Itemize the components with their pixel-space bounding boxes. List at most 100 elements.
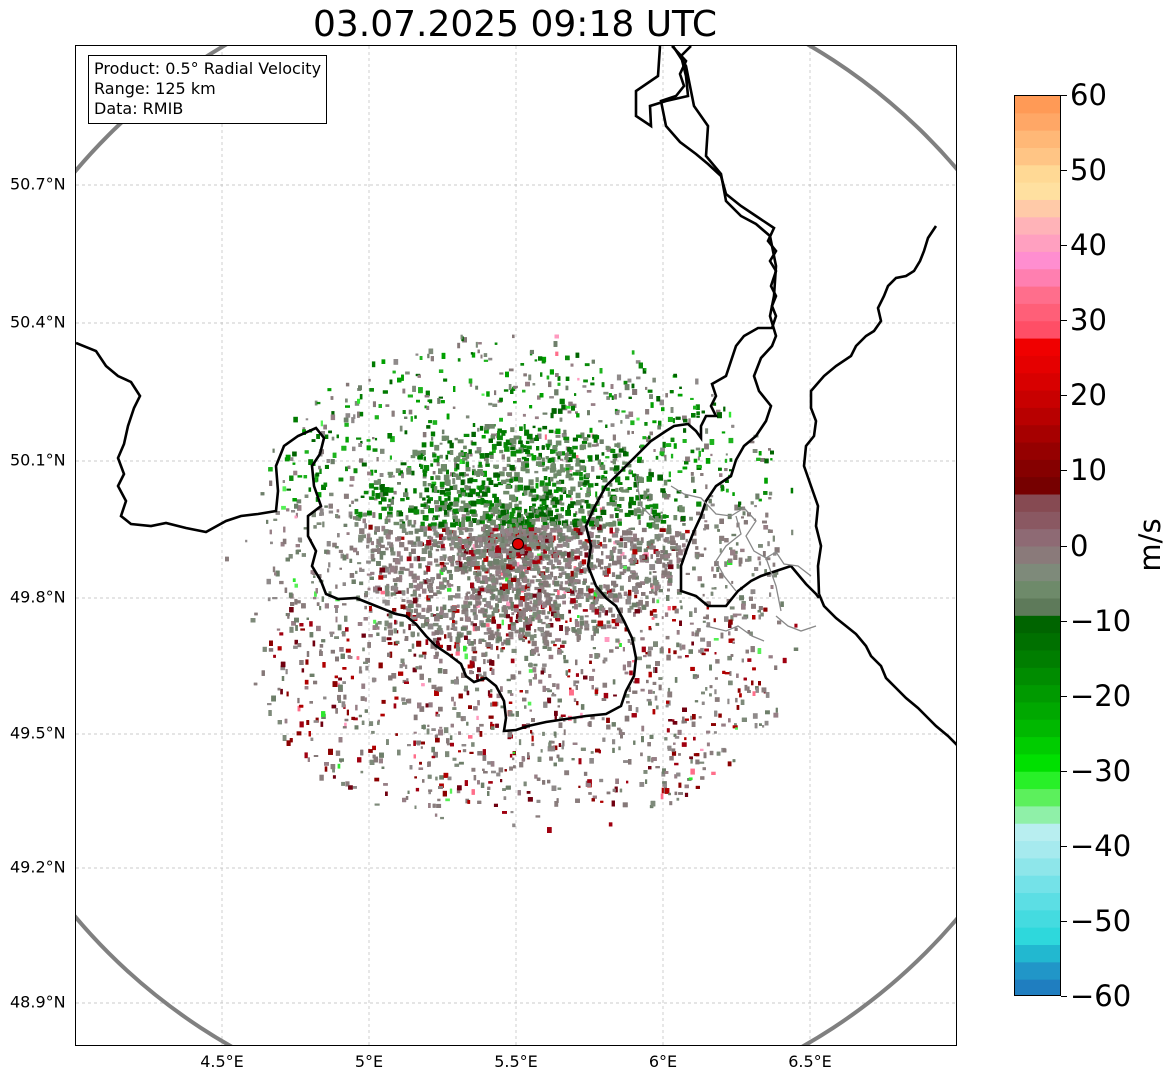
echo-pixel [472,623,477,627]
echo-pixel [431,631,436,636]
echo-pixel [558,499,562,505]
echo-pixel [523,424,526,430]
echo-pixel [387,642,393,645]
echo-pixel [728,638,733,643]
echo-pixel [488,715,494,719]
echo-pixel [653,614,658,619]
echo-pixel [509,766,513,771]
echo-pixel [755,493,760,500]
echo-pixel [507,573,512,577]
echo-pixel [414,415,417,419]
echo-pixel [695,546,699,550]
echo-pixel [442,790,447,797]
echo-pixel [393,628,397,634]
echo-pixel [294,617,299,623]
echo-pixel [358,443,362,447]
echo-pixel [695,404,700,410]
echo-pixel [319,508,324,515]
echo-pixel [378,501,382,505]
echo-pixel [316,522,322,525]
echo-pixel [773,552,777,556]
echo-pixel [320,512,324,516]
echo-pixel [481,393,485,396]
echo-pixel [496,693,501,699]
echo-pixel [436,714,440,717]
echo-pixel [444,562,449,565]
echo-pixel [533,634,537,638]
echo-pixel [335,616,338,623]
echo-pixel [497,430,501,437]
radar-map[interactable] [75,45,957,1046]
echo-pixel [537,653,540,656]
echo-pixel [351,500,354,504]
echo-pixel [280,661,286,668]
echo-pixel [583,570,587,574]
echo-pixel [592,668,596,672]
echo-pixel [343,523,348,527]
echo-pixel [531,742,535,747]
echo-pixel [260,492,265,496]
echo-pixel [573,698,577,702]
echo-pixel [439,481,445,488]
echo-pixel [321,596,324,602]
echo-pixel [406,587,409,594]
echo-pixel [542,731,545,736]
echo-pixel [627,608,632,613]
echo-pixel [405,796,409,800]
echo-pixel [455,651,460,656]
echo-pixel [512,757,515,761]
echo-pixel [424,621,429,627]
echo-pixel [673,443,677,449]
echo-pixel [727,761,732,767]
echo-pixel [554,715,557,720]
echo-pixel [427,353,430,359]
echo-pixel [682,415,687,421]
echo-pixel [667,745,672,750]
echo-pixel [713,402,717,406]
echo-pixel [505,577,509,582]
echo-pixel [489,453,494,459]
echo-pixel [679,620,682,626]
echo-pixel [445,454,449,460]
echo-pixel [565,620,568,623]
echo-pixel [487,791,490,796]
echo-pixel [529,349,534,355]
echo-pixel [628,576,631,582]
echo-pixel [741,717,747,722]
echo-pixel [450,742,454,747]
echo-pixel [667,687,671,693]
echo-pixel [372,448,378,452]
echo-pixel [727,655,732,661]
echo-pixel [563,429,567,435]
echo-pixel [539,393,544,398]
echo-pixel [548,740,553,744]
echo-pixel [517,790,521,796]
echo-pixel [440,486,445,490]
echo-pixel [640,688,645,692]
echo-pixel [743,614,749,619]
echo-pixel [510,713,515,717]
echo-pixel [709,439,715,445]
echo-pixel [555,618,561,622]
echo-pixel [648,766,652,770]
echo-pixel [791,529,794,536]
echo-pixel [306,617,309,620]
echo-pixel [554,801,559,807]
echo-pixel [436,545,441,548]
echo-pixel [531,648,536,655]
echo-pixel [466,721,469,726]
echo-pixel [471,559,474,563]
echo-pixel [424,395,430,398]
echo-pixel [437,798,441,802]
echo-pixel [268,710,272,716]
echo-pixel [436,455,440,461]
echo-pixel [664,737,668,741]
echo-pixel [577,377,580,381]
echo-pixel [741,616,747,620]
echo-pixel [628,396,632,399]
echo-pixel [391,496,395,500]
echo-pixel [353,717,358,721]
echo-pixel [541,356,547,363]
echo-pixel [515,619,519,624]
echo-pixel [503,442,508,448]
